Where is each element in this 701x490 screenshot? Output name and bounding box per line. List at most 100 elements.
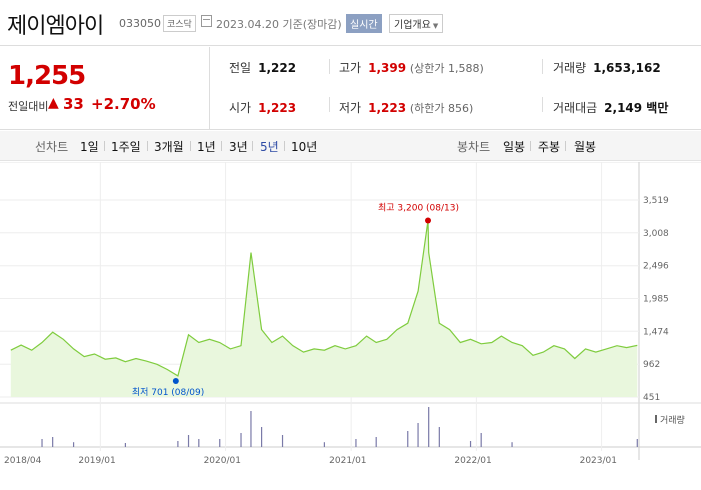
price-area: [10, 220, 638, 397]
y-tick-label: 451: [643, 393, 660, 403]
stock-header: 제이엠아이 033050 코스닥 2023.04.20 기준(장마감) 실시간 …: [0, 0, 701, 46]
low: 저가 1,223 (하한가 856): [339, 99, 473, 116]
tab-separator: [565, 141, 566, 151]
chart-grid: [0, 162, 701, 460]
divider: [329, 59, 330, 74]
up-arrow-icon: ▲: [48, 95, 59, 111]
volume-bar: [124, 443, 126, 447]
low-label: 저가: [339, 101, 362, 115]
volume-bar: [438, 427, 440, 447]
chart-period-tabs: 선차트 1일 1주일 3개월 1년 3년 5년 10년 봉차트 일봉 주봉 월봉: [0, 131, 701, 161]
y-tick-label: 3,008: [643, 229, 669, 239]
tab-separator: [104, 141, 105, 151]
upper-limit: (상한가 1,588): [409, 62, 484, 75]
realtime-button[interactable]: 실시간: [346, 14, 382, 33]
lower-limit: (하한가 856): [409, 102, 474, 115]
x-tick-label: 2019/01: [78, 456, 115, 466]
amount-value: 2,149 백만: [604, 101, 669, 115]
base-date: 2023.04.20 기준(장마감): [216, 18, 342, 31]
volume-bar: [250, 411, 252, 447]
tab-separator: [252, 141, 253, 151]
tab-separator: [284, 141, 285, 151]
candle-chart-label: 봉차트: [457, 140, 491, 154]
open-value: 1,223: [258, 101, 297, 115]
change-value: 33: [63, 95, 84, 113]
min-annotation: 최저 701 (08/09): [132, 387, 204, 398]
tab-1year[interactable]: 1년: [197, 140, 216, 154]
tab-10year[interactable]: 10년: [291, 140, 318, 154]
volume-bar: [72, 442, 75, 447]
current-price-box: 1,255 전일대비 ▲ 33 +2.70%: [0, 47, 210, 129]
volume-bar: [407, 431, 409, 447]
tab-separator: [190, 141, 191, 151]
tab-3year[interactable]: 3년: [229, 140, 248, 154]
prev-close-value: 1,222: [258, 61, 297, 75]
current-price: 1,255: [8, 61, 86, 91]
volume-bar: [177, 441, 179, 447]
volume-bar: [240, 433, 242, 447]
volume-bar: [281, 435, 284, 447]
y-tick-label: 2,496: [643, 262, 669, 272]
volume-bar: [469, 441, 472, 447]
volume-bar: [261, 427, 263, 447]
max-point-marker: [425, 217, 431, 224]
stock-code: 033050: [119, 17, 161, 30]
trade-amount: 거래대금 2,149 백만: [553, 99, 668, 116]
volume-bar: [323, 442, 325, 447]
open: 시가 1,223: [229, 99, 296, 116]
volume-bar: [428, 407, 430, 447]
calendar-icon: [201, 15, 212, 27]
prev-close-label: 전일: [229, 61, 252, 75]
tab-separator: [147, 141, 148, 151]
volume-bar: [511, 442, 513, 447]
divider: [329, 97, 330, 112]
company-name: 제이엠아이: [7, 14, 104, 39]
tab-3month[interactable]: 3개월: [154, 140, 184, 154]
min-point-marker: [172, 377, 179, 384]
tab-1week[interactable]: 1주일: [111, 140, 141, 154]
high-label: 고가: [339, 61, 362, 75]
company-info-dropdown[interactable]: 기업개요 ▼: [389, 14, 444, 33]
amount-label: 거래대금: [553, 101, 598, 115]
x-tick-label: 2018/04: [4, 456, 42, 466]
y-tick-label: 3,519: [643, 196, 669, 206]
volume-bar: [375, 437, 377, 447]
price-chart: 3,519 3,008 2,496 1,985 1,474 962 451 최고 3,200…: [0, 162, 701, 466]
volume-label: 거래량: [553, 61, 587, 75]
volume: 거래량 1,653,162: [553, 59, 661, 76]
change-percent: +2.70%: [91, 95, 156, 113]
price-summary: 1,255 전일대비 ▲ 33 +2.70% 전일 1,222 고가 1,399 (…: [0, 47, 701, 130]
volume-bar: [187, 435, 190, 447]
volume-bar: [636, 439, 638, 447]
x-tick-label: 2021/01: [329, 456, 366, 466]
tab-monthly[interactable]: 월봉: [574, 140, 597, 154]
tab-5year[interactable]: 5년: [260, 140, 279, 154]
line-chart-label: 선차트: [35, 140, 69, 154]
divider: [542, 97, 543, 112]
x-tick-label: 2020/01: [204, 456, 241, 466]
chart-annotations: 최고 3,200 (08/13) 최저 701 (08/09) 거래량: [132, 202, 685, 426]
x-tick-label: 2023/01: [580, 456, 617, 466]
volume-bar: [52, 437, 54, 447]
y-tick-label: 962: [643, 360, 660, 370]
divider: [542, 59, 543, 74]
tab-daily[interactable]: 일봉: [503, 140, 526, 154]
tab-1day[interactable]: 1일: [80, 140, 99, 154]
x-tick-label: 2022/01: [454, 456, 491, 466]
volume-bar: [198, 439, 200, 447]
volume-bar: [480, 433, 482, 447]
change-label: 전일대비: [8, 100, 49, 113]
tab-weekly[interactable]: 주봉: [538, 140, 561, 154]
open-label: 시가: [229, 101, 252, 115]
market-badge: 코스닥: [163, 15, 196, 32]
x-axis-labels: 2018/04 2019/01 2020/01 2021/01 2022/01 2023/…: [4, 456, 617, 466]
company-info-label: 기업개요: [394, 20, 431, 31]
tab-separator: [530, 141, 531, 151]
volume-bar: [417, 423, 419, 447]
chevron-down-icon: ▼: [432, 22, 439, 30]
low-value: 1,223: [368, 101, 407, 115]
prev-close: 전일 1,222: [229, 59, 296, 76]
price-line: [10, 220, 638, 377]
volume-bar: [355, 439, 357, 447]
high-value: 1,399: [368, 61, 407, 75]
